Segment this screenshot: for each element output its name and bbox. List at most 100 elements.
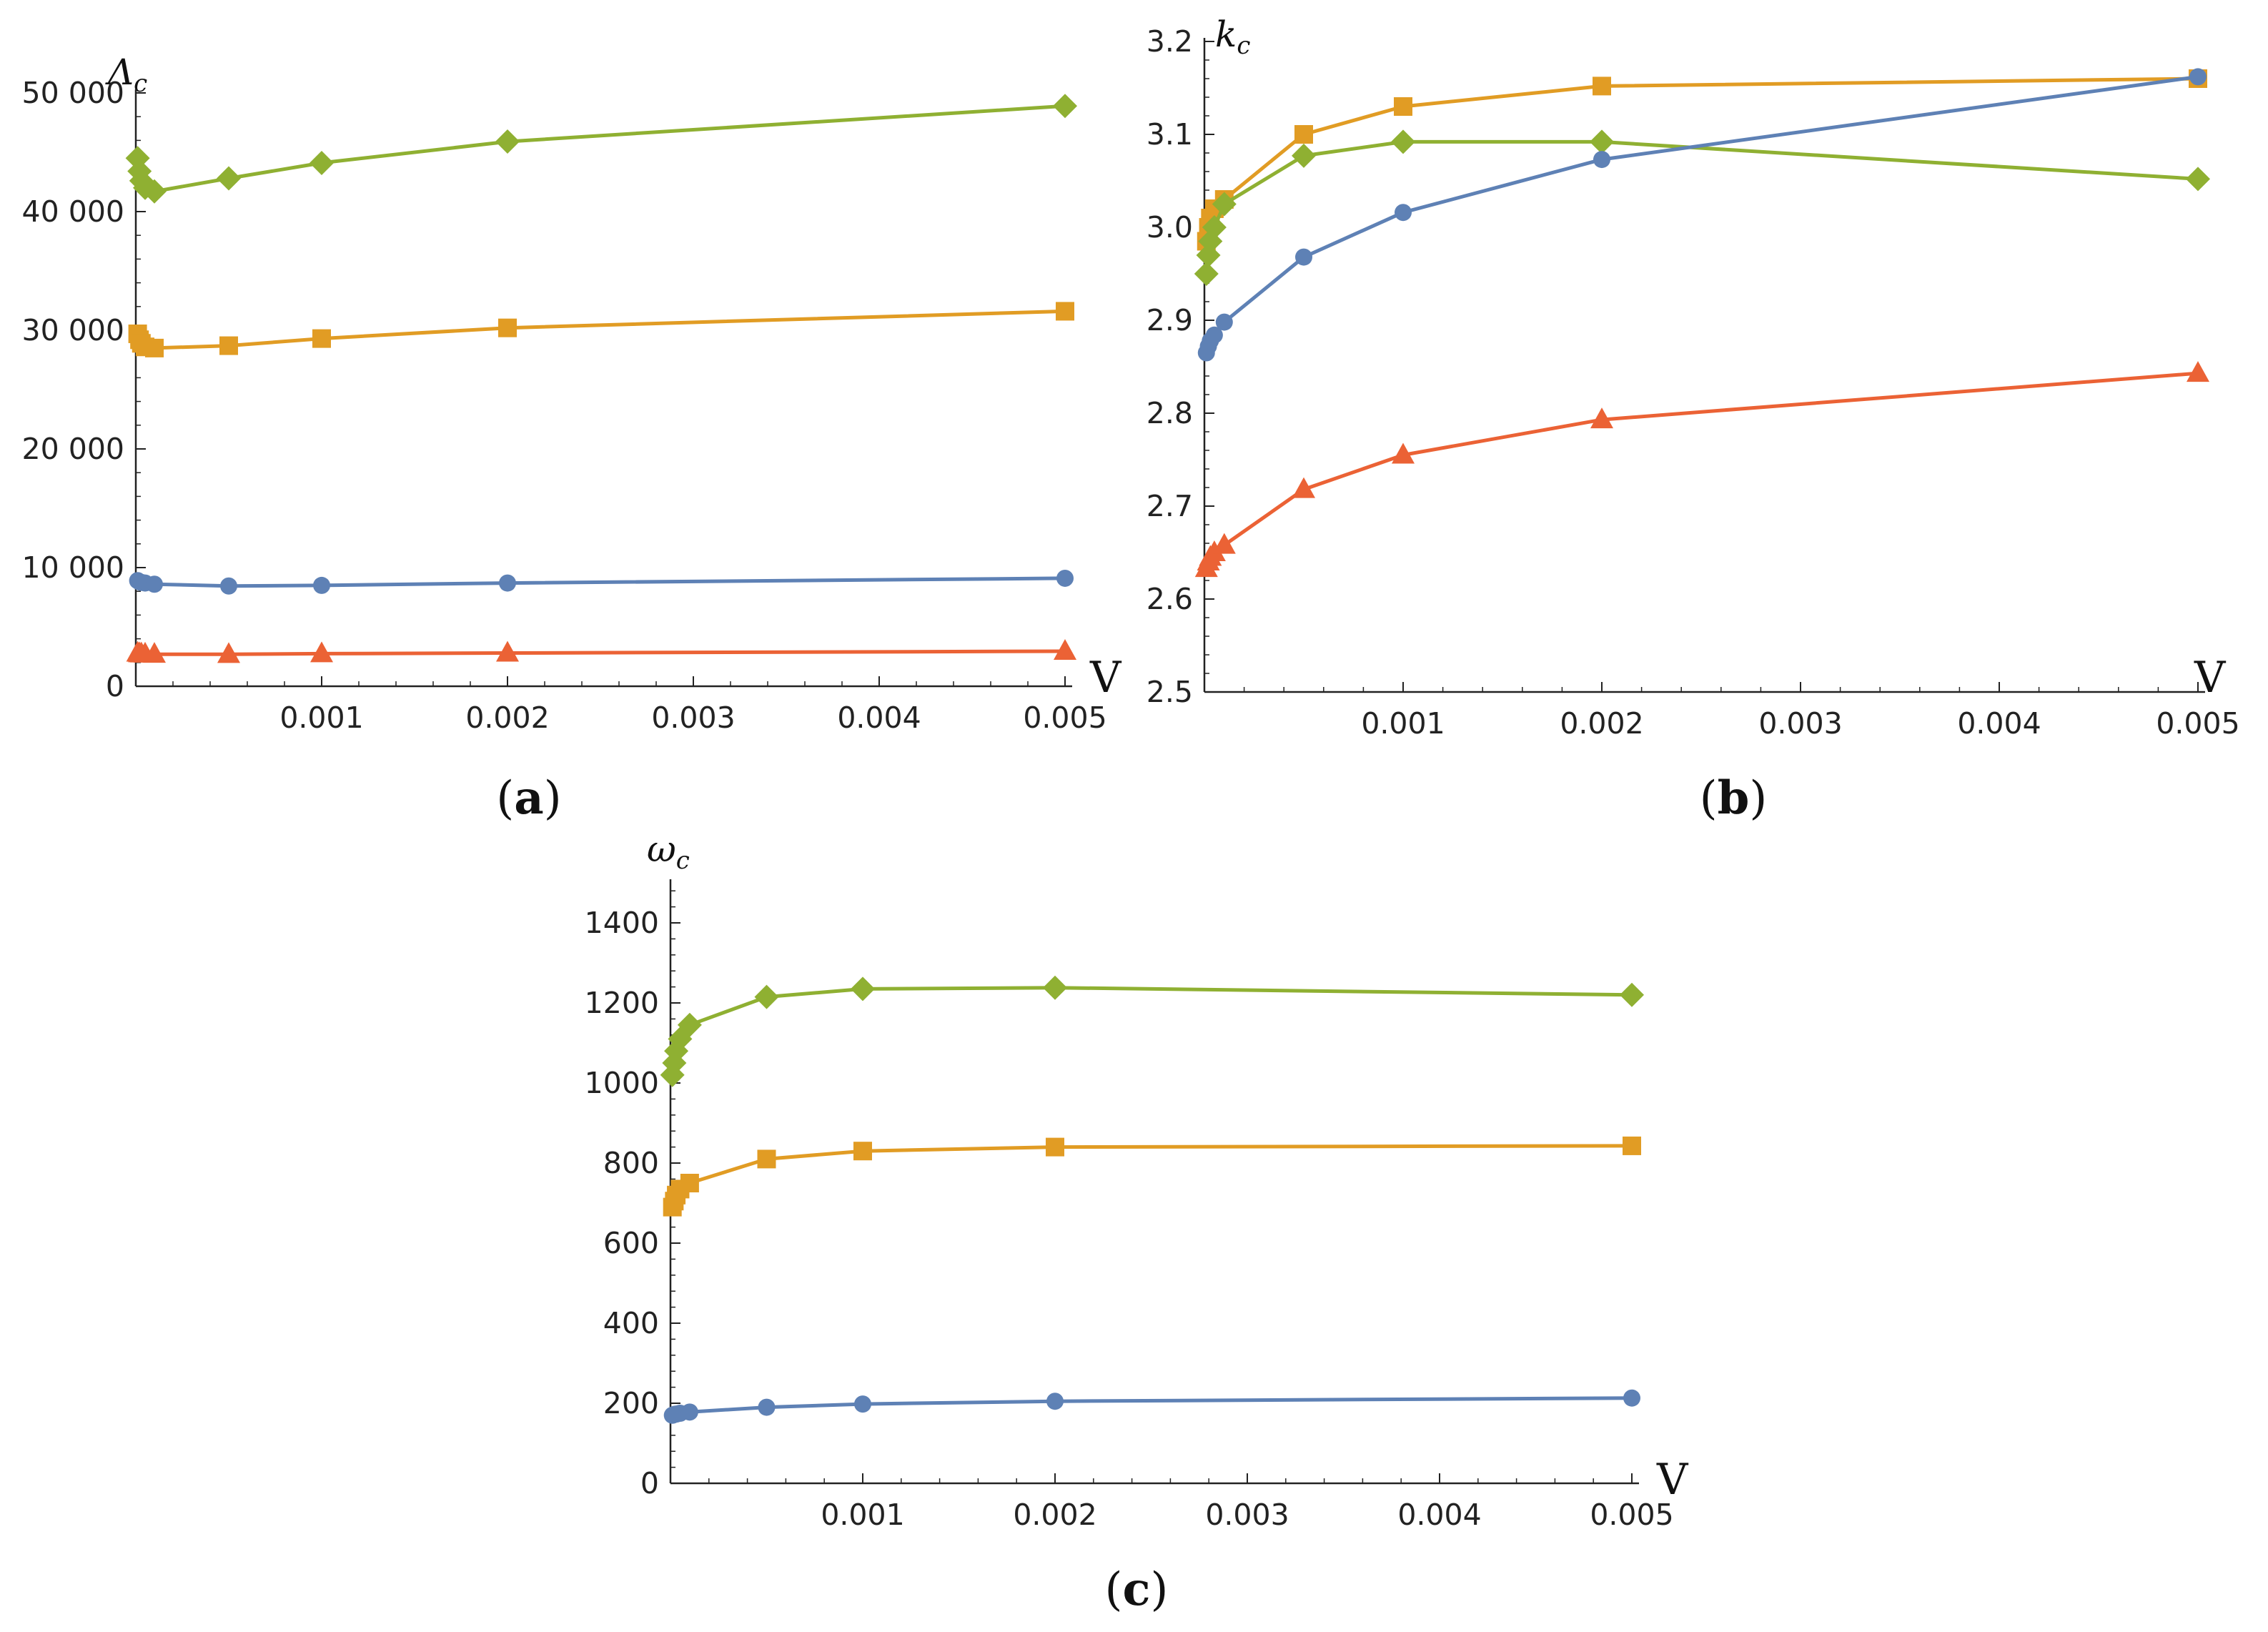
- y-tick-label: 1200: [585, 986, 659, 1020]
- data-point-diamond: [495, 129, 520, 154]
- y-tick-label: 3.2: [1147, 24, 1193, 59]
- y-tick-label: 3.0: [1147, 210, 1193, 244]
- data-point-diamond: [310, 150, 334, 175]
- x-tick-label: 0.002: [1560, 706, 1643, 741]
- data-point-triangle: [143, 642, 166, 663]
- x-tick-label: 0.001: [279, 701, 363, 735]
- y-tick-label: 1000: [585, 1066, 659, 1100]
- data-point-square: [1593, 76, 1611, 96]
- data-point-square: [1394, 97, 1412, 116]
- data-point-circle: [1623, 1389, 1640, 1407]
- data-point-circle: [854, 1395, 871, 1413]
- data-point-diamond: [142, 179, 167, 204]
- data-point-circle: [1046, 1393, 1064, 1410]
- x-tick-label: 0.001: [1361, 706, 1445, 741]
- x-tick-label: 0.003: [1758, 706, 1842, 741]
- data-point-triangle: [1590, 407, 1613, 429]
- data-point-diamond: [754, 984, 779, 1009]
- data-point-triangle: [310, 641, 333, 663]
- data-point-circle: [220, 577, 237, 595]
- y-tick-label: 10 000: [22, 550, 124, 585]
- panel-a-xlabel: V: [1089, 653, 1122, 703]
- data-point-circle: [499, 574, 516, 592]
- y-tick-label: 3.1: [1147, 117, 1193, 152]
- data-point-square: [757, 1149, 776, 1169]
- y-tick-label: 0: [640, 1466, 659, 1500]
- series-line-square: [136, 309, 1066, 350]
- y-tick-label: 2.7: [1147, 489, 1193, 523]
- data-point-triangle: [1054, 639, 1076, 661]
- data-point-triangle: [1212, 533, 1236, 554]
- x-tick-label: 0.005: [1023, 701, 1106, 735]
- x-tick-label: 0.004: [837, 701, 921, 735]
- data-point-diamond: [1212, 192, 1237, 217]
- y-tick-label: 2.8: [1147, 396, 1193, 430]
- data-point-square: [853, 1142, 872, 1161]
- data-point-diamond: [1590, 129, 1614, 154]
- data-point-triangle: [1292, 477, 1315, 498]
- x-tick-label: 0.002: [465, 701, 549, 735]
- data-point-square: [145, 338, 164, 357]
- data-point-circle: [1295, 248, 1312, 266]
- data-point-diamond: [677, 1012, 702, 1037]
- y-tick-label: 40 000: [22, 194, 124, 229]
- data-point-square: [498, 318, 517, 337]
- series-line-circle: [137, 576, 1066, 588]
- data-point-circle: [1593, 151, 1610, 169]
- panel-a-ylabel: Λc: [105, 51, 147, 98]
- data-point-circle: [1215, 313, 1233, 331]
- x-tick-label: 0.004: [1397, 1498, 1481, 1532]
- data-point-circle: [680, 1403, 698, 1421]
- panel-c: ωc V (c) 0.001 0.002 0.003 0.004 0.005 0 200 40…: [585, 829, 1689, 1616]
- data-point-diamond: [217, 166, 241, 191]
- x-tick-label: 0.005: [1590, 1498, 1673, 1532]
- data-point-diamond: [2186, 167, 2210, 192]
- data-point-diamond: [1202, 215, 1227, 239]
- data-point-circle: [146, 575, 163, 593]
- data-point-diamond: [1292, 143, 1316, 168]
- y-tick-label: 2.5: [1147, 675, 1193, 709]
- x-tick-label: 0.005: [2156, 706, 2239, 741]
- y-tick-label: 400: [603, 1306, 659, 1340]
- y-tick-label: 20 000: [22, 432, 124, 466]
- x-tick-label: 0.002: [1013, 1498, 1096, 1532]
- panel-b-ylabel: kc: [1215, 14, 1250, 60]
- data-point-circle: [1395, 204, 1412, 222]
- series-line-square: [1204, 76, 2199, 242]
- data-point-square: [1046, 1137, 1064, 1157]
- y-tick-label: 30 000: [22, 313, 124, 347]
- data-point-triangle: [1392, 442, 1415, 464]
- data-point-triangle: [2187, 361, 2209, 382]
- data-point-diamond: [1194, 262, 1219, 286]
- data-point-circle: [313, 576, 330, 594]
- y-tick-label: 1400: [585, 906, 659, 940]
- panel-c-xlabel: V: [1656, 1455, 1689, 1505]
- data-point-square: [312, 329, 331, 348]
- data-point-square: [219, 336, 238, 355]
- data-point-square: [1623, 1136, 1641, 1155]
- data-point-circle: [2189, 68, 2207, 86]
- y-tick-label: 800: [603, 1146, 659, 1180]
- data-point-square: [1294, 125, 1313, 144]
- y-tick-label: 50 000: [22, 76, 124, 110]
- data-point-square: [680, 1174, 699, 1192]
- series-line-square: [670, 1144, 1633, 1208]
- data-point-circle: [1056, 569, 1074, 587]
- data-point-triangle: [1202, 540, 1226, 561]
- y-tick-label: 200: [603, 1386, 659, 1420]
- data-point-diamond: [851, 976, 875, 1002]
- series-line-triangle: [137, 649, 1066, 656]
- x-tick-label: 0.003: [651, 701, 735, 735]
- panel-c-ylabel: ωc: [647, 829, 690, 875]
- panel-b-xlabel: V: [2194, 653, 2227, 703]
- data-point-circle: [758, 1398, 776, 1416]
- data-point-diamond: [1620, 982, 1644, 1007]
- series-line-circle: [671, 1396, 1633, 1418]
- x-tick-label: 0.003: [1205, 1498, 1289, 1532]
- panel-a: Λc V (a) 0.001 0.002 0.003 0.004 0.005 0 10 00…: [22, 51, 1122, 825]
- y-tick-label: 2.9: [1147, 303, 1193, 337]
- y-tick-label: 0: [106, 669, 124, 703]
- y-tick-label: 600: [603, 1226, 659, 1260]
- x-tick-label: 0.004: [1957, 706, 2041, 741]
